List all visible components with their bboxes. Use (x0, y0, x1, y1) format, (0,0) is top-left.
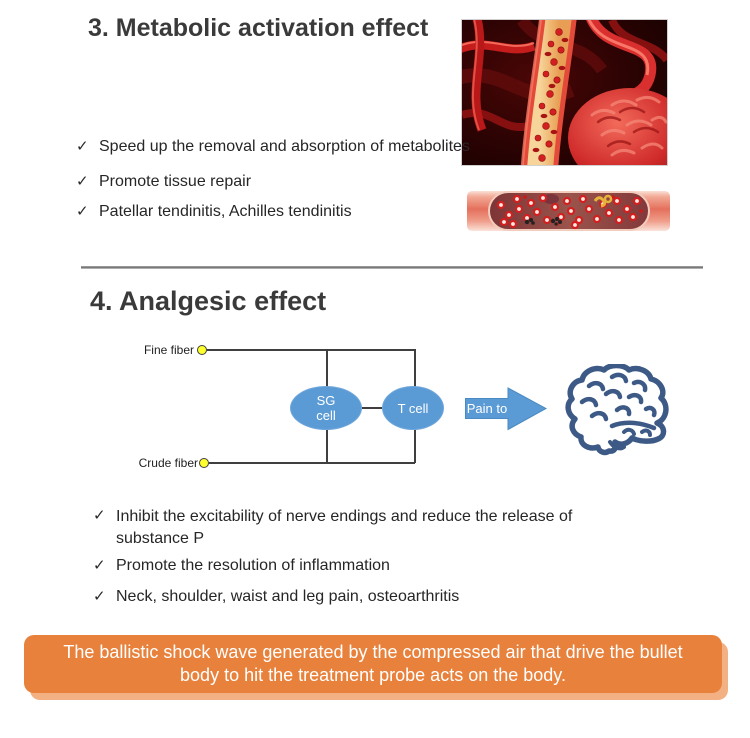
sg-cell-node: SG cell (290, 386, 362, 430)
metabolic-section-title: 3. Metabolic activation effect (88, 14, 429, 42)
check-icon: ✓ (76, 203, 89, 220)
check-icon: ✓ (76, 138, 89, 155)
fine-fiber-line (207, 349, 415, 351)
bullet-text: Neck, shoulder, waist and leg pain, oste… (116, 588, 460, 605)
banner-text-line2: body to hit the treatment probe acts on … (180, 665, 566, 685)
bullet-text: Promote tissue repair (99, 173, 252, 190)
check-icon: ✓ (76, 173, 89, 190)
t-cell-node: T cell (382, 386, 444, 430)
check-icon: ✓ (93, 557, 106, 574)
bullet-item: ✓ Promote tissue repair (76, 172, 251, 192)
bullet-item: ✓ Promote the resolution of inflammation (93, 556, 390, 576)
fiber-node-icon (199, 458, 209, 468)
bullet-item: ✓ Patellar tendinitis, Achilles tendinit… (76, 202, 352, 222)
pain-arrow-icon (465, 387, 547, 431)
bullet-item: ✓ Speed up the removal and absorption of… (76, 137, 470, 157)
bullet-text: Promote the resolution of inflammation (116, 557, 390, 574)
sg-cell-label-line1: SG (316, 393, 336, 408)
bullet-text: Inhibit the excitability of nerve ending… (116, 508, 573, 525)
bullet-text: Speed up the removal and absorption of m… (99, 138, 470, 155)
check-icon: ✓ (93, 588, 106, 605)
bullet-text: Patellar tendinitis, Achilles tendinitis (99, 203, 352, 220)
crude-fiber-line (209, 462, 415, 464)
blood-vessel-3d-image (461, 19, 668, 166)
fiber-node-icon (197, 345, 207, 355)
section-divider (81, 266, 703, 269)
check-icon: ✓ (93, 507, 106, 524)
banner-text-line1: The ballistic shock wave generated by th… (63, 642, 683, 662)
sg-cell-label-line2: cell (316, 408, 336, 423)
crude-fiber-label: Crude fiber (138, 456, 198, 470)
t-cell-label: T cell (397, 400, 429, 416)
pain-arrow-label: Pain to (466, 401, 508, 416)
bullet-text: substance P (116, 530, 205, 547)
bullet-item: ✓ Neck, shoulder, waist and leg pain, os… (93, 587, 459, 607)
analgesic-section-title: 4. Analgesic effect (90, 286, 327, 316)
bullet-item: ✓ Inhibit the excitability of nerve endi… (93, 506, 572, 550)
bottom-banner: The ballistic shock wave generated by th… (24, 635, 722, 693)
brain-icon (565, 364, 669, 456)
sg-t-connector-line (362, 407, 382, 409)
blood-vessel-cross-section-image (467, 191, 670, 231)
fine-fiber-label: Fine fiber (143, 343, 194, 357)
